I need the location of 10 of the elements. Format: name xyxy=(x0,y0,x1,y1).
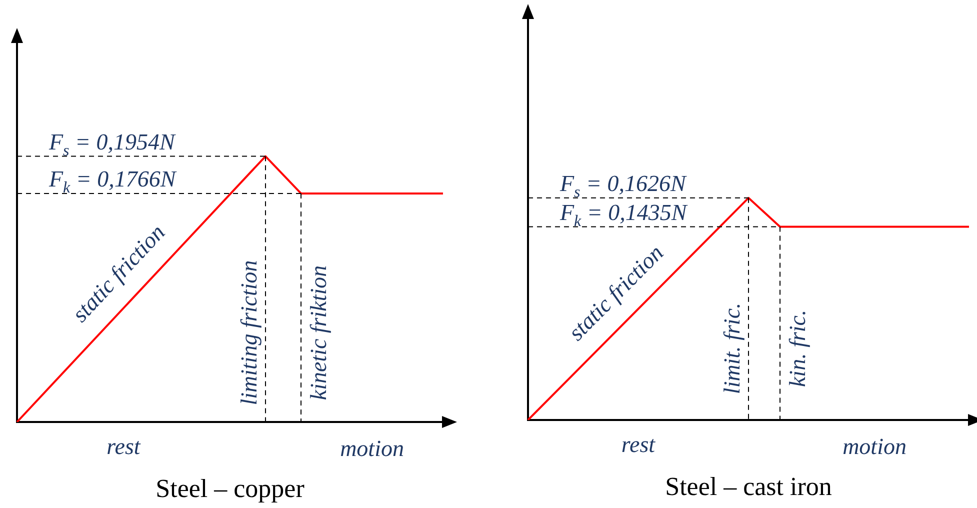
annotation: kin. fric. xyxy=(785,310,810,388)
text: rest xyxy=(106,434,141,460)
annotation: kinetic friktion xyxy=(306,265,332,400)
text: Steel – copper xyxy=(156,474,305,503)
text: motion xyxy=(842,434,906,460)
text: Steel – cast iron xyxy=(665,472,832,501)
text: rest xyxy=(621,432,656,458)
text: motion xyxy=(340,436,404,462)
annotation: limiting friction xyxy=(236,260,262,406)
annotation: limit. fric. xyxy=(720,302,745,394)
